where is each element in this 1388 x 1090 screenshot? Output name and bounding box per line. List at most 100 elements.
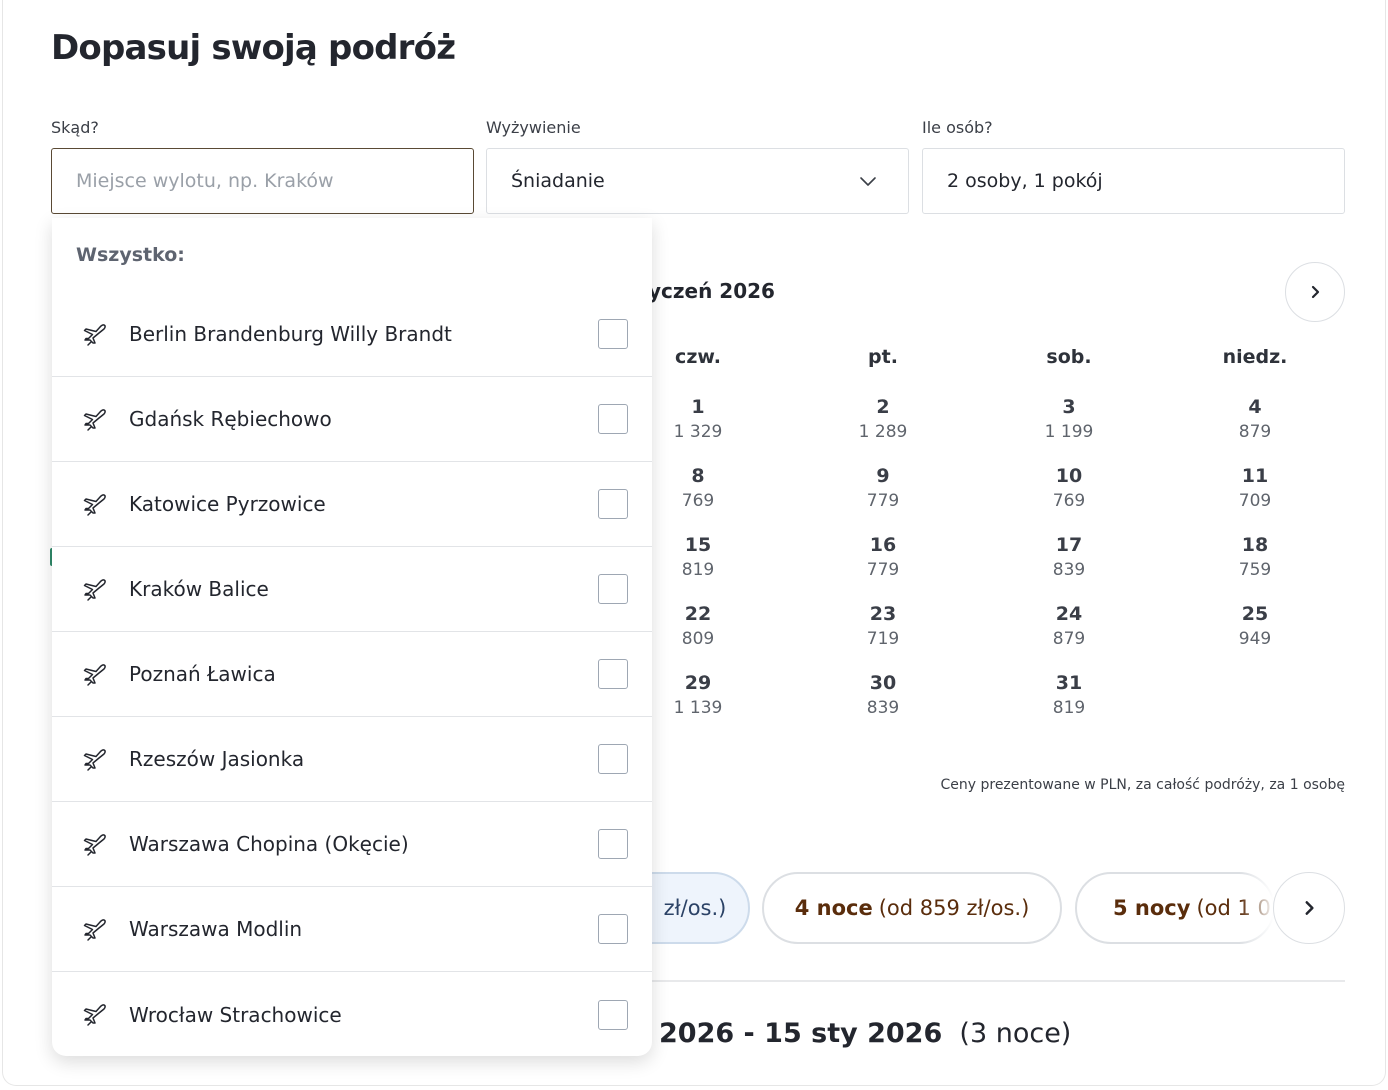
calendar-day-number: 30 — [869, 672, 897, 694]
weekday-thu: czw. — [675, 346, 721, 368]
calendar-day[interactable]: 29 1 139 — [648, 672, 748, 722]
calendar-day[interactable]: 31 819 — [1019, 672, 1119, 722]
calendar-day-price: 779 — [866, 491, 900, 511]
calendar-day-price: 759 — [1238, 560, 1272, 580]
airport-option-checkbox[interactable] — [598, 914, 628, 944]
weekday-sat: sob. — [1046, 346, 1092, 368]
calendar-day[interactable]: 23 719 — [833, 603, 933, 653]
calendar-day[interactable]: 18 759 — [1205, 534, 1305, 584]
calendar-day[interactable]: 11 709 — [1205, 465, 1305, 515]
calendar-day[interactable]: 25 949 — [1205, 603, 1305, 653]
calendar-day[interactable]: 2 1 289 — [833, 396, 933, 446]
airport-option-checkbox[interactable] — [598, 829, 628, 859]
airport-option-checkbox[interactable] — [598, 319, 628, 349]
airplane-icon — [80, 915, 110, 945]
people-field[interactable]: 2 osoby, 1 pokój — [922, 148, 1345, 214]
airport-option-label: Rzeszów Jasionka — [129, 747, 305, 771]
nights-option-selected-price: zł/os.) — [663, 896, 727, 920]
airport-option-label: Warszawa Modlin — [129, 917, 303, 941]
airport-option-label: Poznań Ławica — [129, 662, 276, 686]
airport-option-label: Warszawa Chopina (Okęcie) — [129, 832, 409, 856]
calendar-day[interactable]: 15 819 — [648, 534, 748, 584]
airport-option[interactable]: Kraków Balice — [52, 547, 652, 632]
airport-option-checkbox[interactable] — [598, 744, 628, 774]
calendar-day-price: 879 — [1052, 629, 1086, 649]
calendar-day-number: 17 — [1055, 534, 1083, 556]
nights-option-4[interactable]: 4 noce (od 859 zł/os.) — [762, 872, 1062, 944]
trip-range: y 2026 - 15 sty 2026 (3 noce) — [632, 1018, 1071, 1049]
calendar-day-number: 18 — [1241, 534, 1269, 556]
calendar-day-price: 839 — [1052, 560, 1086, 580]
price-note: Ceny prezentowane w PLN, za całość podró… — [940, 777, 1345, 793]
departure-input[interactable] — [76, 170, 473, 192]
airplane-icon — [80, 575, 110, 605]
calendar-day[interactable]: 22 809 — [648, 603, 748, 653]
airplane-icon — [80, 745, 110, 775]
airplane-icon — [80, 830, 110, 860]
dropdown-heading: Wszystko: — [76, 244, 185, 266]
calendar-day-price: 709 — [1238, 491, 1272, 511]
calendar-day[interactable]: 1 1 329 — [648, 396, 748, 446]
calendar-day[interactable]: 9 779 — [833, 465, 933, 515]
nights-option-4-label: 4 noce — [794, 896, 873, 920]
calendar-day[interactable]: 10 769 — [1019, 465, 1119, 515]
people-value: 2 osoby, 1 pokój — [947, 170, 1103, 192]
calendar-day-number: 23 — [869, 603, 897, 625]
airplane-icon — [80, 320, 110, 350]
calendar-day[interactable]: 17 839 — [1019, 534, 1119, 584]
chevron-right-icon — [1305, 901, 1314, 915]
airport-option-checkbox[interactable] — [598, 999, 628, 1030]
airport-option-label: Kraków Balice — [129, 577, 269, 601]
calendar-day-price: 779 — [866, 560, 900, 580]
airport-option[interactable]: Warszawa Modlin — [52, 887, 652, 972]
from-label: Skąd? — [51, 118, 99, 137]
calendar-day-price: 1 199 — [1044, 422, 1094, 442]
airport-option-label: Berlin Brandenburg Willy Brandt — [129, 322, 452, 346]
calendar-day-price: 949 — [1238, 629, 1272, 649]
airport-option[interactable]: Wrocław Strachowice — [52, 972, 652, 1057]
airport-option-checkbox[interactable] — [598, 489, 628, 519]
airport-option[interactable]: Katowice Pyrzowice — [52, 462, 652, 547]
calendar-day-price: 1 289 — [858, 422, 908, 442]
nights-option-4-price: (od 859 zł/os.) — [878, 896, 1030, 920]
calendar-next-button[interactable] — [1285, 262, 1345, 322]
weekday-sun: niedz. — [1222, 346, 1288, 368]
departure-dropdown: Wszystko: Berlin Brandenburg Willy Brand… — [52, 218, 652, 1056]
calendar-day-price: 819 — [1052, 698, 1086, 718]
airport-option-checkbox[interactable] — [598, 574, 628, 604]
airport-option[interactable]: Poznań Ławica — [52, 632, 652, 717]
nights-next-button[interactable] — [1273, 872, 1345, 944]
airport-option[interactable]: Gdańsk Rębiechowo — [52, 377, 652, 462]
weekday-fri: pt. — [868, 346, 898, 368]
calendar-day-price: 719 — [866, 629, 900, 649]
calendar-day[interactable]: 4 879 — [1205, 396, 1305, 446]
airport-option[interactable]: Warszawa Chopina (Okęcie) — [52, 802, 652, 887]
airport-option[interactable]: Rzeszów Jasionka — [52, 717, 652, 802]
departure-field[interactable] — [51, 148, 474, 214]
calendar-day[interactable]: 3 1 199 — [1019, 396, 1119, 446]
calendar-day-number: 1 — [691, 396, 705, 418]
airport-option-checkbox[interactable] — [598, 404, 628, 434]
calendar-day-price: 809 — [681, 629, 715, 649]
nights-option-5-label: 5 nocy — [1113, 896, 1191, 920]
trip-nights: (3 noce) — [959, 1018, 1072, 1049]
calendar-day-number: 31 — [1055, 672, 1083, 694]
pill-fade — [1240, 866, 1274, 950]
calendar-day-price: 1 329 — [673, 422, 723, 442]
airport-option[interactable]: Berlin Brandenburg Willy Brandt — [52, 292, 652, 377]
trip-dates: y 2026 - 15 sty 2026 — [632, 1018, 943, 1049]
airport-option-checkbox[interactable] — [598, 659, 628, 689]
board-select[interactable]: Śniadanie — [486, 148, 909, 214]
calendar-day-number: 11 — [1241, 465, 1269, 487]
calendar-day[interactable]: 30 839 — [833, 672, 933, 722]
chevron-right-icon — [1311, 285, 1320, 299]
calendar-day[interactable]: 16 779 — [833, 534, 933, 584]
calendar-day-number: 8 — [691, 465, 705, 487]
calendar-day-price: 819 — [681, 560, 715, 580]
calendar-day[interactable]: 8 769 — [648, 465, 748, 515]
airport-option-label: Katowice Pyrzowice — [129, 492, 326, 516]
airport-option-label: Wrocław Strachowice — [129, 1002, 342, 1027]
airplane-icon — [80, 660, 110, 690]
calendar-day-number: 22 — [684, 603, 712, 625]
calendar-day[interactable]: 24 879 — [1019, 603, 1119, 653]
